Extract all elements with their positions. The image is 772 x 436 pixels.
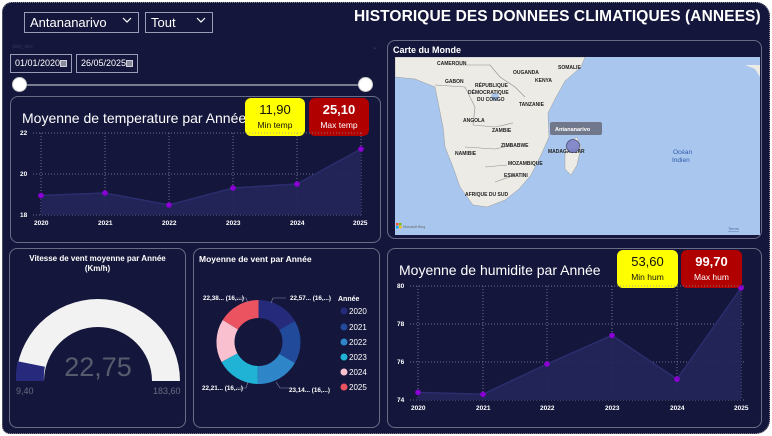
- max-hum-value: 99,70: [695, 254, 728, 269]
- map-label: DU CONGO: [477, 97, 505, 103]
- max-temp-kpi: 25,10 Max temp: [309, 98, 369, 136]
- map-canvas: CAMEROUN OUGANDA SOMALIE GABON KENYA RÉP…: [395, 57, 760, 231]
- city-dropdown[interactable]: Antananarivo: [24, 12, 139, 33]
- map-label: ZAMBIE: [492, 128, 512, 134]
- category-dropdown-value: Tout: [151, 15, 176, 30]
- x-tick: 2022: [162, 220, 177, 227]
- map-label: ZIMBABWE: [501, 143, 529, 149]
- donut-data-label: 22,57... (16,...): [290, 295, 331, 302]
- donut-data-label: 23,14... (16,...): [289, 387, 330, 394]
- gauge-value: 22,75: [64, 352, 132, 382]
- x-tick: 2020: [411, 405, 426, 412]
- legend-item[interactable]: 2022: [349, 338, 367, 347]
- collapse-chevron-icon[interactable]: ⌄: [372, 44, 378, 51]
- map-label: ANGOLA: [463, 118, 485, 124]
- date-slicer-label: date_obs: [12, 44, 33, 50]
- min-temp-value: 11,90: [259, 102, 291, 117]
- chevron-down-icon: [122, 17, 132, 23]
- chevron-down-icon: [196, 17, 206, 23]
- map-label: CAMEROUN: [437, 61, 467, 67]
- legend-item[interactable]: 2021: [349, 323, 367, 332]
- location-marker[interactable]: [566, 139, 580, 153]
- map-label: AFRIQUE DU SUD: [465, 192, 508, 198]
- y-tick: 20: [20, 171, 28, 178]
- y-tick: 22: [20, 130, 28, 137]
- gauge-max: 183,60: [153, 386, 181, 396]
- calendar-icon[interactable]: [126, 60, 133, 67]
- x-tick: 2023: [226, 220, 241, 227]
- humidity-area-chart: 80 78 76 74 2020 2021 2022 2023 2024 202…: [397, 283, 749, 412]
- gauge-title-line2: (Km/h): [84, 264, 111, 273]
- legend-item[interactable]: 2024: [349, 368, 367, 377]
- slider-end-handle[interactable]: [358, 77, 373, 92]
- x-tick: 2022: [540, 405, 555, 412]
- legend-item[interactable]: 2020: [349, 307, 367, 316]
- end-date-value: 26/05/2025: [81, 58, 127, 68]
- x-tick: 2021: [476, 405, 491, 412]
- max-hum-label: Max hum: [694, 272, 729, 282]
- map-terms-link[interactable]: Terms: [728, 226, 739, 231]
- x-tick: 2020: [34, 220, 49, 227]
- x-tick: 2024: [670, 405, 685, 412]
- max-hum-kpi: 99,70 Max hum: [681, 250, 742, 288]
- x-tick: 2021: [98, 220, 113, 227]
- start-date-input[interactable]: 01/01/2020: [10, 54, 72, 73]
- wind-gauge: 22,75 9,40 183,60: [15, 299, 181, 396]
- x-tick: 2023: [605, 405, 620, 412]
- min-temp-label: Min temp: [257, 120, 293, 130]
- start-date-value: 01/01/2020: [15, 58, 61, 68]
- map-title: Carte du Monde: [393, 45, 462, 55]
- map-label: ESWATINI: [504, 173, 528, 179]
- map-label: MOZAMBIQUE: [508, 161, 543, 167]
- legend-title: Année: [338, 296, 360, 303]
- city-dropdown-value: Antananarivo: [30, 15, 107, 30]
- x-tick: 2025: [353, 220, 368, 227]
- map-label: OUGANDA: [513, 70, 539, 76]
- y-tick: 18: [20, 212, 28, 219]
- min-temp-kpi: 11,90 Min temp: [245, 98, 305, 136]
- max-temp-label: Max temp: [320, 120, 358, 130]
- donut-title: Moyenne de vent par Année: [199, 254, 312, 264]
- min-hum-value: 53,60: [631, 254, 664, 269]
- map-label: SOMALIE: [558, 65, 581, 71]
- map-label: TANZANIE: [519, 102, 545, 108]
- end-date-input[interactable]: 26/05/2025: [76, 54, 138, 73]
- map-label: GABON: [445, 79, 464, 85]
- y-tick: 80: [397, 283, 405, 290]
- map-label: NAMIBIE: [455, 151, 477, 157]
- calendar-icon[interactable]: [60, 60, 67, 67]
- ocean-label: Indien: [672, 157, 690, 164]
- donut-data-label: 22,38... (16,...): [203, 295, 244, 302]
- max-temp-value: 25,10: [322, 102, 356, 117]
- bing-logo-icon: [396, 223, 402, 229]
- gauge-min: 9,40: [16, 386, 34, 396]
- temperature-chart-title: Moyenne de temperature par Année: [22, 110, 247, 126]
- date-range-slider[interactable]: [19, 84, 367, 86]
- donut-data-label: 22,21... (16,...): [202, 385, 243, 392]
- gauge-title-line1: Vitesse de vent moyenne par Année: [29, 254, 166, 263]
- x-tick: 2025: [734, 405, 749, 412]
- page-title: HISTORIQUE DES DONNEES CLIMATIQUES (ANNE…: [354, 8, 761, 25]
- world-map[interactable]: CAMEROUN OUGANDA SOMALIE GABON KENYA RÉP…: [395, 57, 760, 235]
- legend-item[interactable]: 2025: [349, 383, 367, 392]
- slider-start-handle[interactable]: [12, 77, 27, 92]
- x-tick: 2024: [290, 220, 305, 227]
- category-dropdown[interactable]: Tout: [145, 12, 213, 33]
- map-label: RÉPUBLIQUE: [475, 81, 508, 89]
- ocean-label: Océan: [673, 149, 693, 156]
- y-tick: 78: [397, 321, 405, 328]
- wind-donut-chart: 22,38... (16,...) 22,57... (16,...) 22,2…: [202, 295, 367, 394]
- min-hum-label: Min hum: [631, 272, 664, 282]
- map-marker-tooltip: Antananarivo: [555, 127, 591, 133]
- y-tick: 74: [397, 397, 405, 404]
- humidity-chart-title: Moyenne de humidite par Année: [399, 262, 601, 278]
- legend-item[interactable]: 2023: [349, 353, 367, 362]
- min-hum-kpi: 53,60 Min hum: [617, 250, 678, 288]
- map-label: MADAGASCAR: [548, 149, 585, 155]
- map-label: KENYA: [535, 78, 552, 84]
- temperature-area-chart: 22 20 18 2020 2021 2022 2023 2024 2025: [20, 130, 368, 227]
- map-attribution: Microsoft Bing: [403, 225, 425, 229]
- map-label: DÉMOCRATIQUE: [468, 88, 509, 96]
- y-tick: 76: [397, 359, 405, 366]
